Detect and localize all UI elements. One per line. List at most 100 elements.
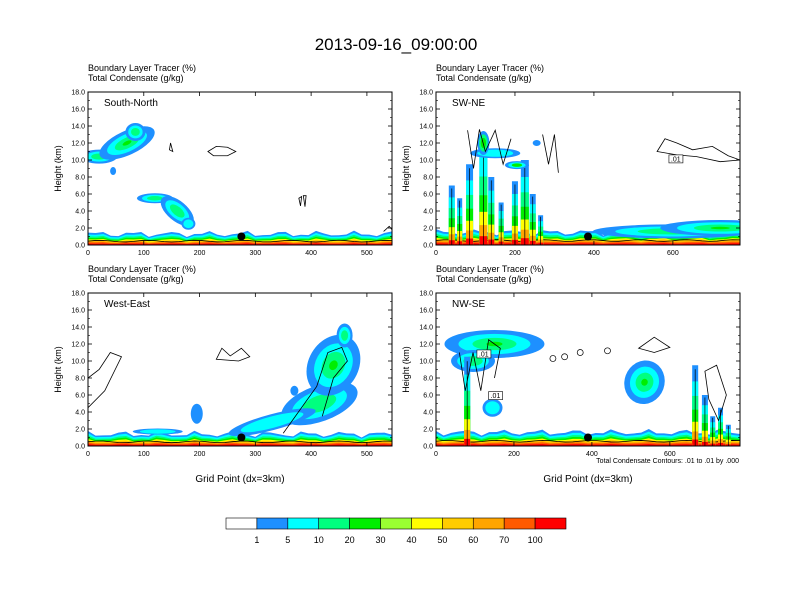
y-tick-label: 12.0 (419, 342, 433, 349)
colorbar-swatch (411, 517, 443, 530)
x-tick-label: 200 (509, 250, 521, 257)
convective-column (488, 177, 495, 245)
y-tick-label: 10.0 (419, 158, 433, 165)
tracer-plume (504, 161, 529, 170)
y-tick-label: 16.0 (71, 107, 85, 114)
y-tick-label: 16.0 (419, 107, 433, 114)
tracer-plume (181, 217, 196, 230)
location-marker (584, 232, 592, 241)
x-tick-label: 300 (249, 250, 261, 257)
cloud-contour (383, 225, 392, 232)
cloud-contour (637, 336, 671, 353)
y-tick-label: 4.0 (423, 209, 433, 216)
cloud-contour (282, 346, 348, 434)
y-tick-label: 14.0 (419, 325, 433, 332)
y-tick-label: 18.0 (419, 291, 433, 298)
colorbar-label: 100 (528, 535, 543, 545)
plot-area: .01 .01 (436, 293, 740, 446)
cloud-contour (302, 195, 307, 207)
y-tick-label: 0.0 (423, 444, 433, 451)
y-tick-label: 12.0 (71, 342, 85, 349)
tracer-plume (228, 408, 316, 437)
colorbar-swatch (472, 517, 505, 530)
convective-column (701, 395, 708, 446)
x-tick-label: 100 (138, 250, 150, 257)
colorbar-swatch (442, 517, 474, 530)
cloud-contour (298, 195, 303, 206)
panel-title-line: Boundary Layer Tracer (%) (436, 63, 544, 73)
y-tick-label: 6.0 (423, 393, 433, 400)
y-tick-label: 8.0 (423, 175, 433, 182)
y-tick-label: 14.0 (419, 124, 433, 131)
panel-title-line: Total Condensate (g/kg) (436, 73, 532, 83)
contour-label: .01 (668, 154, 684, 163)
colorbar-swatch (503, 517, 536, 530)
convective-column (464, 356, 471, 446)
tracer-plume (660, 220, 740, 236)
cloud-contour (704, 364, 727, 422)
colorbar-swatch (256, 517, 289, 530)
panel-west-east: Boundary Layer Tracer (%)Total Condensat… (53, 264, 393, 485)
x-tick-label: 0 (434, 250, 438, 257)
cross-section-label: South-North (104, 98, 158, 109)
panel-south-north: Boundary Layer Tracer (%)Total Condensat… (53, 63, 393, 257)
tracer-plume (482, 398, 503, 417)
colorbar-label: 20 (345, 535, 355, 545)
y-tick-label: 2.0 (75, 427, 85, 434)
convective-column (710, 416, 716, 446)
y-tick-label: 2.0 (423, 427, 433, 434)
location-marker (584, 433, 592, 442)
y-tick-label: 14.0 (71, 325, 85, 332)
y-axis-label: Height (km) (401, 145, 411, 192)
y-tick-label: 6.0 (75, 192, 85, 199)
colorbar-label: 50 (437, 535, 447, 545)
colorbar-label: 60 (468, 535, 478, 545)
panel-title-line: Boundary Layer Tracer (%) (436, 264, 544, 274)
cloud-contour (207, 145, 237, 157)
convective-column (529, 194, 536, 245)
location-marker (237, 232, 246, 241)
panel-title-line: Boundary Layer Tracer (%) (88, 264, 196, 274)
contour-label-text: .01 (491, 393, 501, 400)
contour-label-text: .01 (479, 351, 489, 358)
panel-title-line: Boundary Layer Tracer (%) (88, 63, 196, 73)
cloud-contour (88, 352, 123, 409)
y-tick-label: 10.0 (71, 158, 85, 165)
tracer-plume (290, 385, 299, 396)
y-tick-label: 16.0 (71, 308, 85, 315)
colorbar-swatch (225, 517, 258, 530)
cloud-contour (576, 349, 584, 356)
y-tick-label: 18.0 (71, 90, 85, 97)
cloud-contour (168, 142, 174, 153)
plot-area (88, 92, 392, 245)
cloud-contour (458, 339, 501, 391)
y-tick-label: 14.0 (71, 124, 85, 131)
location-marker (237, 433, 246, 442)
x-tick-label: 200 (194, 451, 206, 458)
panel-title-line: Total Condensate (g/kg) (436, 274, 532, 284)
contour-label: .01 (476, 349, 492, 358)
panel-title-line: Total Condensate (g/kg) (88, 73, 184, 83)
tracer-plume (532, 140, 541, 146)
y-axis-label: Height (km) (401, 346, 411, 393)
y-tick-label: 2.0 (75, 226, 85, 233)
x-tick-label: 600 (667, 250, 679, 257)
colorbar-label: 1 (254, 535, 259, 545)
tracer-plume (132, 428, 183, 435)
contour-label: .01 (488, 391, 503, 400)
colorbar-swatch (380, 517, 412, 530)
tracer-plume (470, 148, 521, 159)
cloud-contour (604, 347, 611, 355)
convective-column (511, 181, 518, 245)
colorbar-label: 30 (376, 535, 386, 545)
panel-nw-se: Boundary Layer Tracer (%)Total Condensat… (401, 264, 741, 485)
x-tick-label: 0 (86, 451, 90, 458)
y-tick-label: 0.0 (75, 444, 85, 451)
y-tick-label: 10.0 (71, 359, 85, 366)
tracer-plume (336, 323, 353, 348)
y-tick-label: 0.0 (75, 243, 85, 250)
surface-condensate-contour (88, 239, 392, 243)
figure-title: 2013-09-16_09:00:00 (315, 35, 478, 54)
y-tick-label: 18.0 (419, 90, 433, 97)
